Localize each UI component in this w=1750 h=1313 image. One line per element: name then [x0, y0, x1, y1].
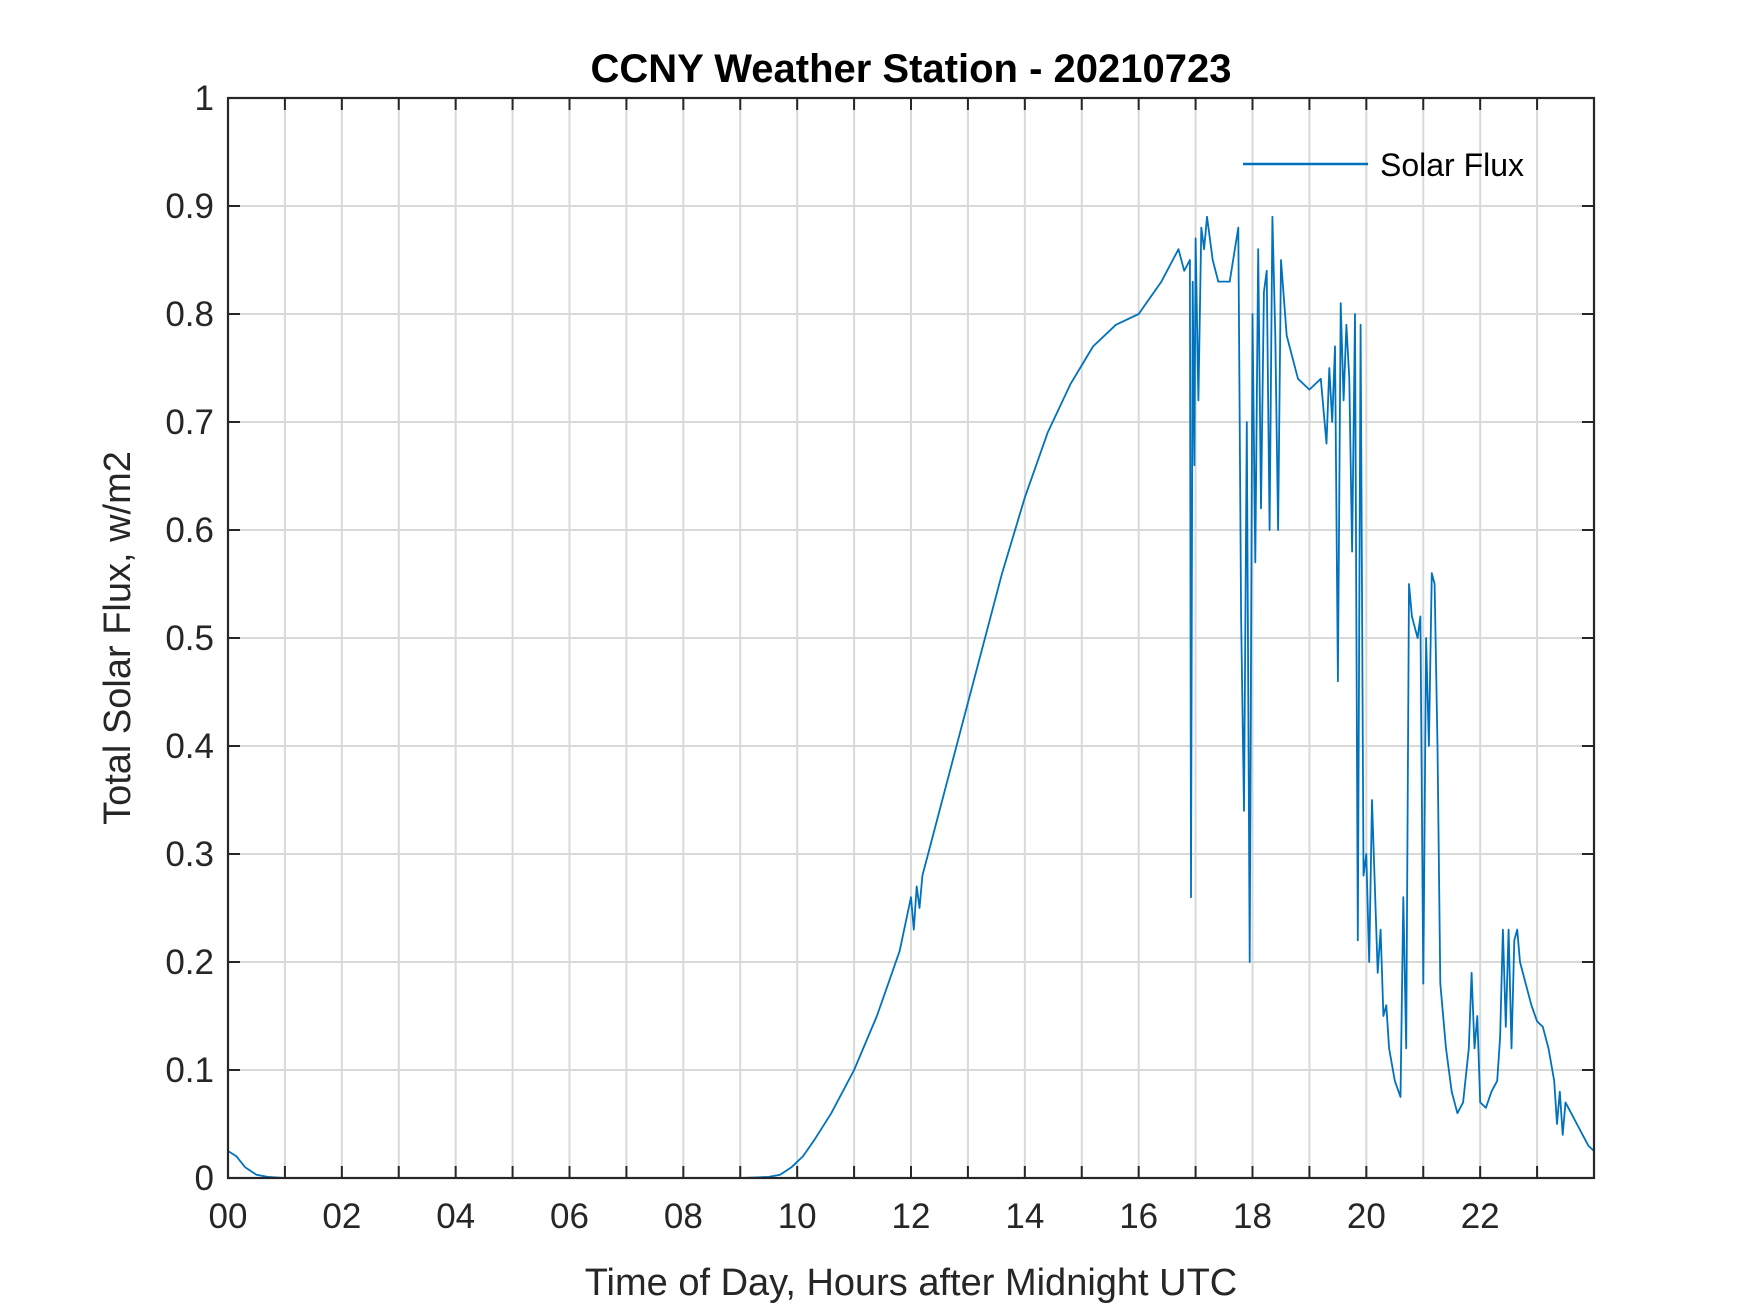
- x-tick-label: 10: [778, 1197, 817, 1236]
- y-tick-label: 0.9: [165, 187, 214, 226]
- x-tick-label: 02: [322, 1197, 361, 1236]
- x-tick-label: 22: [1461, 1197, 1500, 1236]
- x-tick-label: 20: [1347, 1197, 1386, 1236]
- y-tick-label: 1: [195, 79, 214, 118]
- x-tick-label: 04: [436, 1197, 475, 1236]
- y-tick-label: 0.6: [165, 511, 214, 550]
- series-line-solar-flux: [227, 215, 1595, 1179]
- x-tick-label: 06: [550, 1197, 589, 1236]
- x-tick-labels: 00 02 04 06 08 10 12 14 16 18 20 22: [209, 1197, 1500, 1236]
- y-tick-label: 0.1: [165, 1051, 214, 1090]
- y-tick-label: 0.7: [165, 403, 214, 442]
- y-tick-label: 0.5: [165, 619, 214, 658]
- y-axis-label: Total Solar Flux, w/m2: [97, 451, 139, 825]
- y-tick-label: 0.3: [165, 835, 214, 874]
- legend: Solar Flux: [1243, 147, 1524, 183]
- y-tick-label: 0.2: [165, 943, 214, 982]
- tick-marks: [228, 97, 1594, 1179]
- x-tick-label: 12: [892, 1197, 931, 1236]
- y-tick-label: 0.4: [165, 727, 214, 766]
- grid-lines: [228, 98, 1594, 1178]
- x-tick-label: 00: [209, 1197, 248, 1236]
- y-tick-label: 0: [195, 1159, 214, 1198]
- y-tick-labels: 0 0.1 0.2 0.3 0.4 0.5 0.6 0.7 0.8 0.9 1: [165, 79, 214, 1198]
- x-tick-label: 16: [1119, 1197, 1158, 1236]
- chart-title: CCNY Weather Station - 20210723: [591, 47, 1232, 91]
- y-tick-label: 0.8: [165, 295, 214, 334]
- x-tick-label: 08: [664, 1197, 703, 1236]
- x-tick-label: 18: [1233, 1197, 1272, 1236]
- series-layer: [227, 215, 1595, 1179]
- legend-label-solar-flux: Solar Flux: [1380, 147, 1524, 183]
- x-tick-label: 14: [1005, 1197, 1044, 1236]
- x-axis-label: Time of Day, Hours after Midnight UTC: [585, 1262, 1238, 1304]
